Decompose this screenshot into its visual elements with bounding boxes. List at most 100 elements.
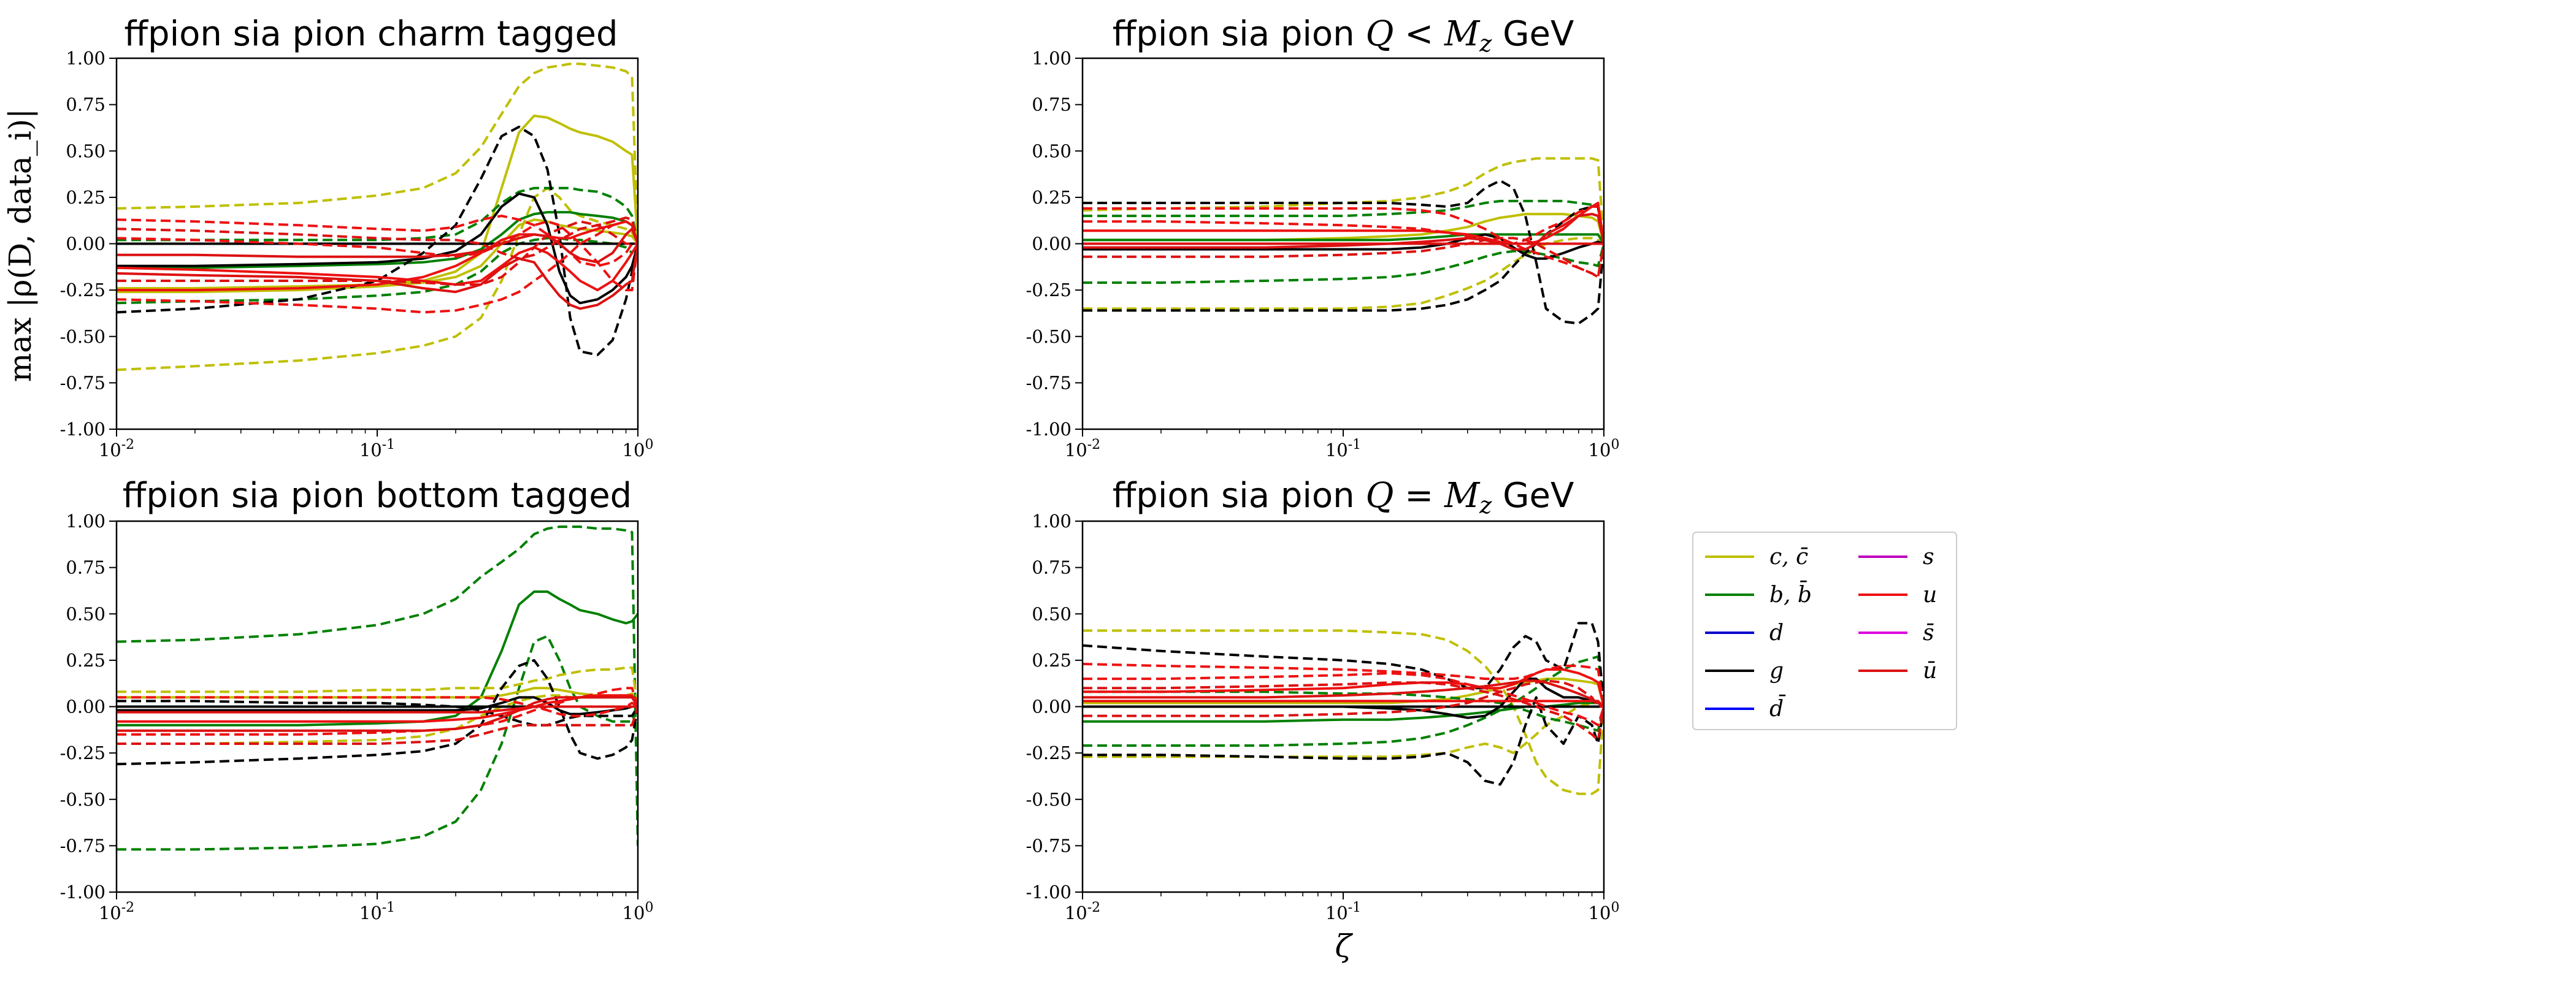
axes-frame (115, 57, 639, 430)
y-tick-label: -1.00 (1026, 419, 1071, 440)
legend-label-ubar: ū (1923, 658, 1937, 684)
y-tick-label: 0.00 (66, 234, 105, 254)
legend-label-u: u (1923, 582, 1937, 608)
plot-area: 1.00 0.75 0.50 0.25 0.00 -0.25 -0.50 -0.75 -1.00… (1026, 48, 1620, 460)
x-tick-label: 10-1 (359, 437, 395, 460)
plot-area: 1.00 0.75 0.50 0.25 0.00 -0.25 -0.50 -0.75 -1.00… (60, 511, 654, 923)
series-line-g (117, 658, 638, 766)
y-tick-label: -1.00 (1026, 882, 1071, 903)
series-line-b_bbar (1083, 233, 1604, 245)
y-tick-label: 0.25 (66, 187, 105, 208)
series-line-b_bbar (1083, 701, 1604, 723)
series-line-u (1083, 668, 1604, 707)
y-tick-label: -0.75 (60, 372, 105, 393)
series-line-ubar (1083, 237, 1604, 278)
y-tick-label: -1.00 (60, 419, 105, 440)
series-line-ubar (117, 243, 638, 310)
legend: c, c̄ b, b̄ dg d̄ su s̄ ū (1692, 532, 1957, 730)
x-tick-label: 10-1 (1325, 437, 1361, 460)
legend-label-c_cbar: c, c̄ (1769, 544, 1808, 570)
y-tick-label: 0.50 (66, 140, 105, 161)
series-line-b_bbar (117, 590, 638, 727)
series-line-b_bbar (117, 525, 638, 846)
x-tick-label: 10-2 (99, 900, 134, 923)
y-tick-label: -0.25 (60, 742, 105, 763)
series-line-c_cbar (117, 666, 638, 707)
y-tick-label: 0.25 (1032, 187, 1071, 208)
series-line-g (117, 192, 638, 305)
x-tick-label: 10-2 (1065, 900, 1100, 923)
panel-q-less-mz: ffpion sia pion Q < Mz GeV 1.00 0.75 0.50 0… (1026, 14, 1620, 460)
legend-label-g: g (1769, 658, 1784, 684)
y-tick-label: -0.75 (1026, 372, 1071, 393)
y-tick-label: -0.25 (60, 280, 105, 300)
y-tick-label: 0.50 (1032, 603, 1071, 624)
y-axis-label: max |ρ(D, data_i)| (2, 109, 38, 382)
series-group (117, 525, 638, 851)
y-tick-label: -0.50 (60, 789, 105, 810)
series-line-c_cbar (117, 218, 638, 294)
panel-title: ffpion sia pion Q < Mz GeV (1113, 14, 1574, 57)
y-tick-label: 0.00 (1032, 234, 1071, 254)
x-axis-label: ζ (1335, 928, 1353, 964)
legend-box (1692, 532, 1957, 730)
axes-frame (1081, 57, 1605, 430)
series-line-b_bbar (1083, 655, 1604, 747)
y-tick-label: 0.00 (66, 697, 105, 717)
series-line-c_cbar (1083, 157, 1604, 244)
y-tick-label: -0.50 (60, 326, 105, 347)
y-tick-label: -0.25 (1026, 280, 1071, 300)
series-group (1083, 622, 1604, 795)
legend-label-s: s (1923, 544, 1934, 570)
y-tick-label: 0.75 (1032, 94, 1071, 115)
x-tick-label: 10-1 (359, 900, 395, 923)
legend-label-d: d (1769, 620, 1784, 646)
series-line-c_cbar (1083, 701, 1604, 758)
series-line-u (1083, 662, 1604, 707)
axes-frame (115, 520, 639, 893)
series-line-ubar (1083, 679, 1604, 717)
y-tick-label: 1.00 (66, 48, 105, 69)
series-line-b_bbar (117, 635, 638, 851)
y-tick-label: -0.75 (1026, 835, 1071, 856)
series-group (1083, 157, 1604, 325)
y-tick-label: 0.00 (1032, 697, 1071, 717)
y-tick-label: -0.50 (1026, 326, 1071, 347)
series-line-b_bbar (1083, 243, 1604, 284)
legend-label-b_bbar: b, b̄ (1769, 581, 1812, 608)
panel-bottom-tagged: ffpion sia pion bottom tagged 1.00 0.75 0.… (60, 476, 654, 923)
series-line-b_bbar (1083, 690, 1604, 732)
series-line-ubar (117, 220, 638, 286)
panel-title: ffpion sia pion Q = Mz GeV (1113, 476, 1574, 519)
series-line-g (1083, 622, 1604, 707)
legend-label-sbar: s̄ (1923, 620, 1934, 646)
series-line-g (117, 125, 638, 356)
series-line-c_cbar (117, 63, 638, 244)
x-tick-label: 100 (1589, 437, 1620, 460)
plot-area: 1.00 0.75 0.50 0.25 0.00 -0.25 -0.50 -0.75 -1.00… (60, 48, 654, 460)
series-line-b_bbar (117, 186, 638, 244)
y-tick-label: -0.50 (1026, 789, 1071, 810)
legend-label-dbar: d̄ (1769, 695, 1786, 722)
y-tick-label: 0.75 (1032, 557, 1071, 578)
series-line-ubar (117, 705, 638, 714)
panel-charm-tagged: ffpion sia pion charm tagged 1.00 0.75 0.5… (60, 14, 654, 460)
y-tick-label: -1.00 (60, 882, 105, 903)
y-tick-label: 1.00 (66, 511, 105, 532)
plot-area: 1.00 0.75 0.50 0.25 0.00 -0.25 -0.50 -0.75 -1.00… (1026, 511, 1620, 923)
y-tick-label: 1.00 (1032, 511, 1071, 532)
axes-frame (1081, 520, 1605, 893)
y-tick-label: 0.75 (66, 94, 105, 115)
series-line-b_bbar (117, 211, 638, 269)
y-tick-label: -0.75 (60, 835, 105, 856)
y-tick-label: -0.25 (1026, 742, 1071, 763)
series-line-u (117, 687, 638, 736)
series-line-g (117, 696, 638, 716)
x-tick-label: 10-2 (1065, 437, 1100, 460)
panel-title: ffpion sia pion charm tagged (124, 14, 618, 54)
y-tick-label: 0.50 (1032, 140, 1071, 161)
panel-title: ffpion sia pion bottom tagged (123, 476, 632, 516)
y-tick-label: 0.25 (66, 650, 105, 671)
x-tick-label: 10-1 (1325, 900, 1361, 923)
